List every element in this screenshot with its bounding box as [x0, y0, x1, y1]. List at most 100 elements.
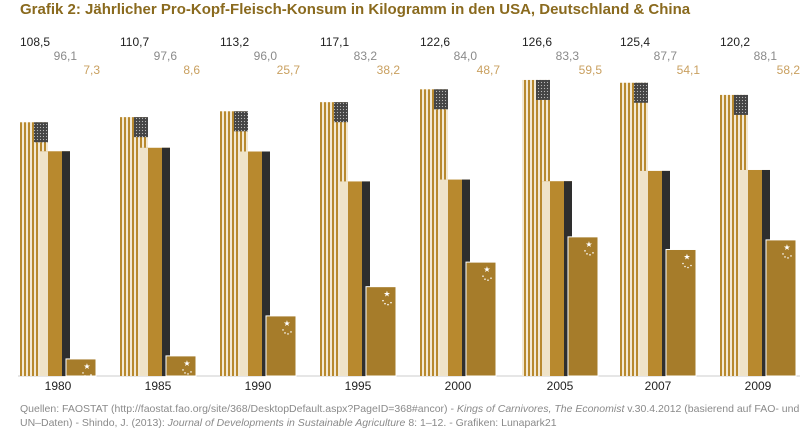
bar-china — [165, 355, 197, 377]
value-label: 110,7 — [120, 35, 149, 49]
flag-star: ★ — [683, 252, 690, 261]
flag-stripe — [40, 151, 48, 376]
source-text: Kings of Carnivores, The Economist — [456, 403, 625, 415]
flag-stripe — [162, 147, 170, 376]
x-tick-label: 2000 — [445, 379, 472, 393]
flag-dot — [586, 253, 588, 255]
flag-dot — [190, 371, 192, 373]
flag-dot — [592, 252, 594, 254]
flag-dot — [87, 376, 89, 378]
value-label: 25,7 — [277, 63, 301, 77]
flag-stripe — [340, 181, 348, 376]
flag-dot — [784, 256, 786, 258]
flag-dot — [187, 373, 189, 375]
flag-canton — [134, 117, 148, 138]
x-tick-label: 1995 — [345, 379, 372, 393]
flag-dot — [687, 266, 689, 269]
flag-canton — [734, 94, 748, 115]
chart: Grafik 2: Jährlicher Pro-Kopf-Fleisch-Ko… — [18, 1, 801, 393]
flag-dot — [690, 264, 692, 267]
value-label: 88,1 — [754, 49, 778, 63]
x-tick-label: 1990 — [245, 379, 272, 393]
source-text: 8: 1–12. - Grafiken: Lunapark21 — [405, 417, 557, 429]
x-tick-label: 2007 — [645, 379, 672, 393]
flag-dot — [182, 369, 184, 371]
x-tick-label: 2009 — [745, 379, 772, 393]
flag-dot — [487, 279, 489, 281]
flag-dot — [90, 374, 92, 376]
flag-canton — [536, 79, 550, 100]
flag-star: ★ — [283, 319, 290, 328]
flag-dot — [684, 265, 686, 268]
flag-dot — [82, 372, 84, 374]
flag-stripe — [240, 151, 248, 376]
flag-star: ★ — [483, 265, 490, 274]
flag-dot — [490, 277, 492, 279]
flag-dot — [387, 303, 389, 306]
flag-star: ★ — [183, 359, 190, 368]
value-label: 38,2 — [377, 63, 401, 77]
flag-dot — [484, 278, 486, 280]
value-label: 87,7 — [654, 49, 678, 63]
flag-dot — [287, 333, 289, 335]
x-tick-label: 1980 — [45, 379, 72, 393]
flag-stripe — [62, 151, 70, 376]
flag-stripe — [140, 147, 148, 376]
flag-stripe — [440, 179, 448, 376]
source-text: Journal of Developments in Sustainable A… — [167, 417, 406, 429]
flag-canton — [234, 111, 248, 132]
flag-star: ★ — [83, 362, 90, 371]
x-tick-label: 1985 — [145, 379, 172, 393]
flag-stripe — [542, 181, 550, 376]
value-label: 113,2 — [220, 35, 249, 49]
flag-dot — [682, 262, 684, 265]
value-label: 125,4 — [620, 35, 650, 49]
value-label: 83,3 — [556, 49, 580, 63]
chart-title: Grafik 2: Jährlicher Pro-Kopf-Fleisch-Ko… — [20, 1, 691, 18]
flag-dot — [482, 275, 484, 277]
flag-stripe — [740, 169, 748, 376]
value-label: 8,6 — [183, 63, 200, 77]
bar-china — [665, 248, 697, 377]
source-text: v.30.4.2012 (basierend auf FAO- und UN–D… — [20, 403, 800, 429]
value-label: 83,2 — [354, 49, 378, 63]
flag-star: ★ — [585, 240, 592, 249]
flag-stripe — [262, 151, 270, 376]
flag-canton — [634, 82, 648, 103]
flag-canton — [334, 102, 348, 123]
value-label: 58,2 — [777, 63, 801, 77]
flag-dot — [584, 250, 586, 252]
value-label: 120,2 — [720, 35, 750, 49]
source-text: Quellen: FAOSTAT (http://faostat.fao.org… — [20, 403, 457, 415]
flag-dot — [384, 302, 386, 305]
value-label: 108,5 — [20, 35, 50, 49]
value-label: 48,7 — [477, 63, 501, 77]
value-label: 59,5 — [579, 63, 603, 77]
value-label: 117,1 — [320, 35, 349, 49]
flag-stripe — [640, 170, 648, 376]
bar-china — [365, 286, 397, 377]
flag-dot — [782, 253, 784, 255]
value-label: 96,0 — [254, 49, 278, 63]
flag-dot — [282, 329, 284, 331]
flag-dot — [284, 332, 286, 334]
flag-dot — [290, 331, 292, 333]
flag-dot — [790, 255, 792, 257]
flag-canton — [34, 122, 48, 143]
value-label: 96,1 — [54, 49, 78, 63]
flag-canton — [434, 89, 448, 110]
flag-dot — [589, 254, 591, 256]
flag-dot — [787, 257, 789, 259]
value-label: 122,6 — [420, 35, 450, 49]
x-tick-label: 2005 — [547, 379, 574, 393]
bar-china — [465, 261, 497, 377]
value-label: 54,1 — [677, 63, 701, 77]
flag-dot — [382, 299, 384, 302]
bar-china — [567, 236, 599, 377]
flag-dot — [390, 301, 392, 304]
flag-star: ★ — [783, 243, 790, 252]
bar-china — [765, 239, 797, 377]
flag-stripe — [362, 181, 370, 376]
source-note: Quellen: FAOSTAT (http://faostat.fao.org… — [20, 402, 800, 430]
